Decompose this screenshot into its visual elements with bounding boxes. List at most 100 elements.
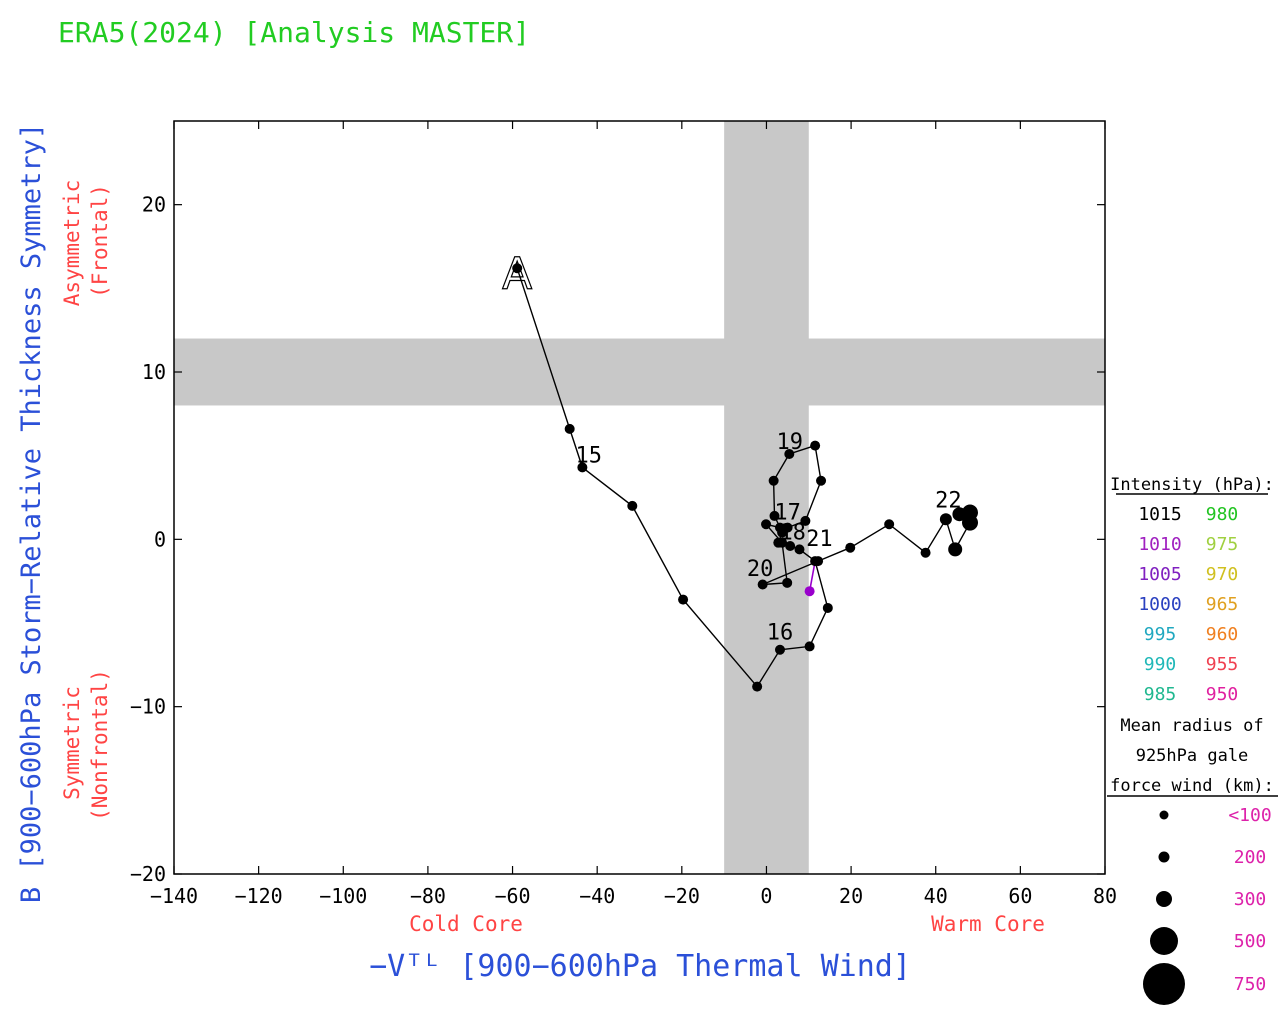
track-point — [816, 475, 827, 486]
x-tick-label: 60 — [1008, 884, 1032, 908]
track-point — [800, 515, 811, 526]
horizontal-shaded-band — [174, 338, 1105, 406]
x-tick-label: −20 — [664, 884, 700, 908]
legend-intensity-value: 970 — [1206, 564, 1239, 585]
legend-radius-title-1: Mean radius of — [1120, 716, 1263, 736]
day-label: 19 — [776, 430, 803, 455]
day-label: 22 — [935, 489, 962, 514]
day-label: 21 — [806, 527, 833, 552]
track-start-marker: A — [502, 248, 532, 299]
track-point — [777, 537, 788, 548]
legend-intensity-value: 985 — [1144, 684, 1177, 705]
y-axis-ticks: −20 −10 0 10 20 — [130, 193, 1105, 886]
track-point — [794, 544, 805, 555]
legend-intensity-list: 1015 980 1010 975 1005 970 1000 965 995 960 990 955… — [1138, 504, 1238, 705]
track-point — [774, 522, 785, 533]
x-tick-label: 80 — [1093, 884, 1117, 908]
x-tick-label: −60 — [494, 884, 530, 908]
track-point — [952, 507, 967, 522]
legend-radius-label: 750 — [1234, 974, 1267, 995]
legend-intensity-value: 955 — [1206, 654, 1239, 675]
track-point — [822, 602, 833, 613]
y-tick-label: 10 — [142, 360, 166, 384]
legend-radius-dot — [1159, 810, 1169, 820]
track-point — [784, 448, 795, 459]
track-point — [939, 513, 952, 526]
nonfrontal-label: (Nonfrontal) — [88, 669, 112, 821]
track-point — [810, 440, 821, 451]
track-point — [884, 519, 895, 530]
legend-intensity-value: 960 — [1206, 624, 1239, 645]
warm-core-label: Warm Core — [931, 912, 1045, 936]
legend-radius-label: 300 — [1234, 889, 1267, 910]
y-tick-label: 20 — [142, 193, 166, 217]
legend-intensity-value: 965 — [1206, 594, 1239, 615]
legend-intensity-value: 950 — [1206, 684, 1239, 705]
legend-intensity-value: 1015 — [1138, 504, 1181, 525]
track-point — [678, 594, 689, 605]
x-tick-label: −140 — [150, 884, 198, 908]
day-label: 18 — [779, 520, 806, 545]
y-tick-label: −10 — [130, 695, 166, 719]
day-label: 15 — [575, 443, 602, 468]
legend-radius-dot — [1158, 851, 1170, 863]
track-point — [920, 547, 931, 558]
day-label: 16 — [767, 621, 794, 646]
legend-radius-label: 200 — [1234, 847, 1267, 868]
track-point — [761, 519, 772, 530]
legend-radius-list: <100 200 300 500 750 — [1143, 805, 1272, 1005]
track-point — [774, 644, 785, 655]
chart-title: ERA5(2024) [Analysis MASTER] — [58, 16, 530, 49]
legend-radius-dot — [1156, 891, 1172, 907]
y-tick-label: −20 — [130, 862, 166, 886]
x-tick-label: −40 — [579, 884, 615, 908]
track-point — [577, 462, 588, 473]
x-tick-label: 20 — [839, 884, 863, 908]
y-tick-label: 0 — [154, 527, 166, 551]
track-point — [785, 541, 796, 552]
track-point — [564, 423, 575, 434]
track-point — [813, 556, 824, 567]
cold-core-label: Cold Core — [409, 912, 523, 936]
track-point — [512, 263, 523, 274]
legend-intensity-value: 1010 — [1138, 534, 1181, 555]
track-point — [782, 577, 793, 588]
track-end-point — [804, 586, 815, 597]
plot-frame — [173, 120, 1106, 875]
legend-intensity-value: 995 — [1144, 624, 1177, 645]
day-label: 20 — [747, 557, 774, 582]
day-label: 17 — [774, 500, 801, 525]
symmetric-label: Symmetric — [60, 686, 84, 800]
shaded-bands — [174, 121, 1105, 874]
track-point — [768, 475, 779, 486]
track-point — [757, 579, 768, 590]
legend-radius-title-2: 925hPa gale — [1136, 746, 1249, 766]
legend-intensity-value: 980 — [1206, 504, 1239, 525]
track-point — [948, 542, 963, 557]
legend-intensity-value: 975 — [1206, 534, 1239, 555]
asymmetric-label: Asymmetric — [60, 180, 84, 306]
y-axis-title: B [900−600hPa Storm−Relative Thickness S… — [16, 123, 47, 903]
x-tick-label: −80 — [410, 884, 446, 908]
legend-intensity-title: Intensity (hPa): — [1110, 475, 1274, 495]
track-end-segment — [808, 560, 816, 592]
legend-intensity-value: 990 — [1144, 654, 1177, 675]
track-point — [782, 522, 793, 533]
legend-radius-label: <100 — [1228, 805, 1271, 826]
track-point — [769, 510, 780, 521]
legend-radius-dot — [1143, 963, 1185, 1005]
track-point — [804, 641, 815, 652]
x-tick-label: −100 — [319, 884, 367, 908]
frontal-label: (Frontal) — [88, 184, 112, 298]
legend-radius-dot — [1150, 927, 1178, 955]
legend-radius-title-3: force wind (km): — [1110, 776, 1274, 796]
vertical-shaded-band — [724, 121, 809, 874]
legend-radius-label: 500 — [1234, 931, 1267, 952]
x-tick-label: 0 — [760, 884, 772, 908]
x-axis-title: −Vᵀᴸ [900−600hPa Thermal Wind] — [369, 949, 911, 984]
track-point — [627, 500, 638, 511]
x-tick-label: −120 — [235, 884, 283, 908]
x-tick-label: 40 — [924, 884, 948, 908]
